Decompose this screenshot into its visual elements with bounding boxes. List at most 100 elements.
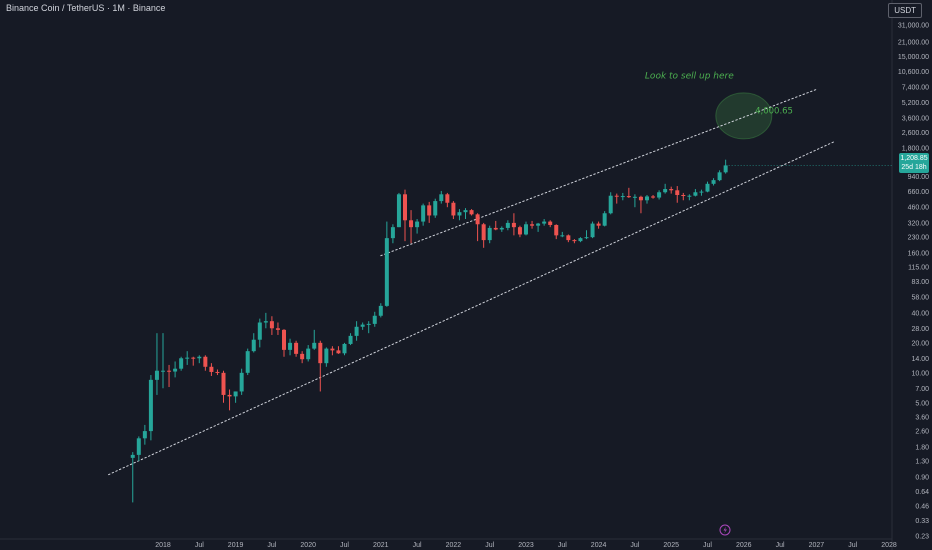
candle [167, 364, 172, 388]
candle [493, 220, 498, 231]
candle [233, 391, 238, 403]
candle-body [227, 394, 232, 397]
y-tick-label: 320.00 [908, 220, 930, 227]
event-bolt [723, 526, 727, 534]
candle [632, 194, 637, 208]
x-tick-label: Jul [703, 542, 712, 549]
candle [705, 181, 710, 193]
candle [475, 213, 480, 242]
candle [608, 192, 613, 215]
candle-body [288, 342, 293, 350]
candle [469, 209, 474, 216]
candle-body [511, 222, 516, 228]
candle [354, 321, 359, 341]
candle-body [197, 356, 202, 359]
candle [433, 198, 438, 218]
candle-body [215, 371, 220, 373]
candle [481, 222, 486, 248]
candle [136, 436, 141, 462]
candle [263, 312, 268, 329]
candle [366, 321, 371, 334]
candle-body [487, 227, 492, 241]
x-tick-label: 2018 [155, 542, 171, 549]
candle-body [481, 224, 486, 241]
candle [403, 189, 407, 242]
candle-body [179, 358, 184, 369]
x-tick-label: Jul [485, 542, 494, 549]
candle [384, 221, 389, 307]
x-tick-label: Jul [340, 542, 349, 549]
y-tick-label: 10,600.00 [898, 69, 929, 76]
candle-body [445, 194, 450, 203]
candle [530, 220, 535, 229]
candle-body [233, 391, 238, 397]
candle [584, 230, 589, 240]
candle [693, 189, 698, 197]
candle-body [191, 357, 196, 359]
candle-body [632, 196, 637, 198]
candle-body [167, 370, 172, 372]
candle [390, 224, 395, 244]
y-tick-label: 1,800.00 [902, 146, 929, 153]
candle-body [318, 342, 323, 364]
candle-body [457, 212, 462, 216]
candle [197, 355, 202, 364]
candle-body [475, 214, 480, 225]
candle [300, 351, 305, 364]
y-tick-label: 31,000.00 [898, 23, 929, 30]
candle [505, 220, 510, 231]
candle [427, 201, 432, 223]
candle [566, 234, 571, 243]
candle [409, 210, 414, 244]
candle [239, 368, 244, 395]
candle [288, 338, 293, 356]
candle [312, 329, 317, 350]
candle-body [306, 348, 311, 360]
candle [524, 221, 528, 236]
y-tick-label: 2.60 [915, 429, 929, 436]
candle [699, 189, 704, 196]
last-price-value: 1,208.85 [900, 155, 928, 162]
candle-body [645, 196, 649, 201]
candle-body [693, 192, 698, 196]
candle [173, 361, 178, 378]
symbol-title[interactable]: Binance Coin / TetherUS · 1M · Binance [6, 3, 166, 13]
y-tick-label: 3.60 [915, 415, 929, 422]
candle [245, 348, 250, 376]
event-marker-circle [719, 524, 731, 536]
candle-body [415, 221, 420, 228]
y-tick-label: 7,400.00 [902, 85, 929, 92]
candle-body [493, 227, 498, 230]
candle [330, 346, 335, 356]
candle [675, 186, 680, 203]
candle-body [433, 201, 438, 216]
candle-body [505, 222, 510, 228]
candle [638, 195, 643, 214]
candle-body [245, 351, 250, 373]
y-tick-label: 3,600.00 [902, 116, 929, 123]
candle-body [723, 165, 728, 173]
currency-button[interactable]: USDT [888, 3, 922, 18]
candle-body [560, 235, 565, 237]
candle [154, 333, 159, 395]
y-tick-label: 230.00 [908, 235, 930, 242]
candle [620, 192, 625, 201]
candle [669, 186, 674, 194]
x-tick-label: Jul [558, 542, 567, 549]
candle-body [336, 350, 341, 354]
candle-body [257, 322, 262, 340]
candle-body [669, 189, 674, 191]
candle-body [173, 368, 178, 372]
candle [221, 370, 226, 403]
candle [511, 213, 516, 236]
candle-body [451, 202, 456, 216]
x-tick-label: 2020 [300, 542, 316, 549]
candle [209, 363, 214, 376]
candle [421, 203, 426, 226]
candle-body [626, 196, 631, 198]
candle-body [427, 205, 432, 216]
candle [681, 192, 686, 201]
candle [396, 192, 401, 228]
candle-body [614, 195, 619, 197]
